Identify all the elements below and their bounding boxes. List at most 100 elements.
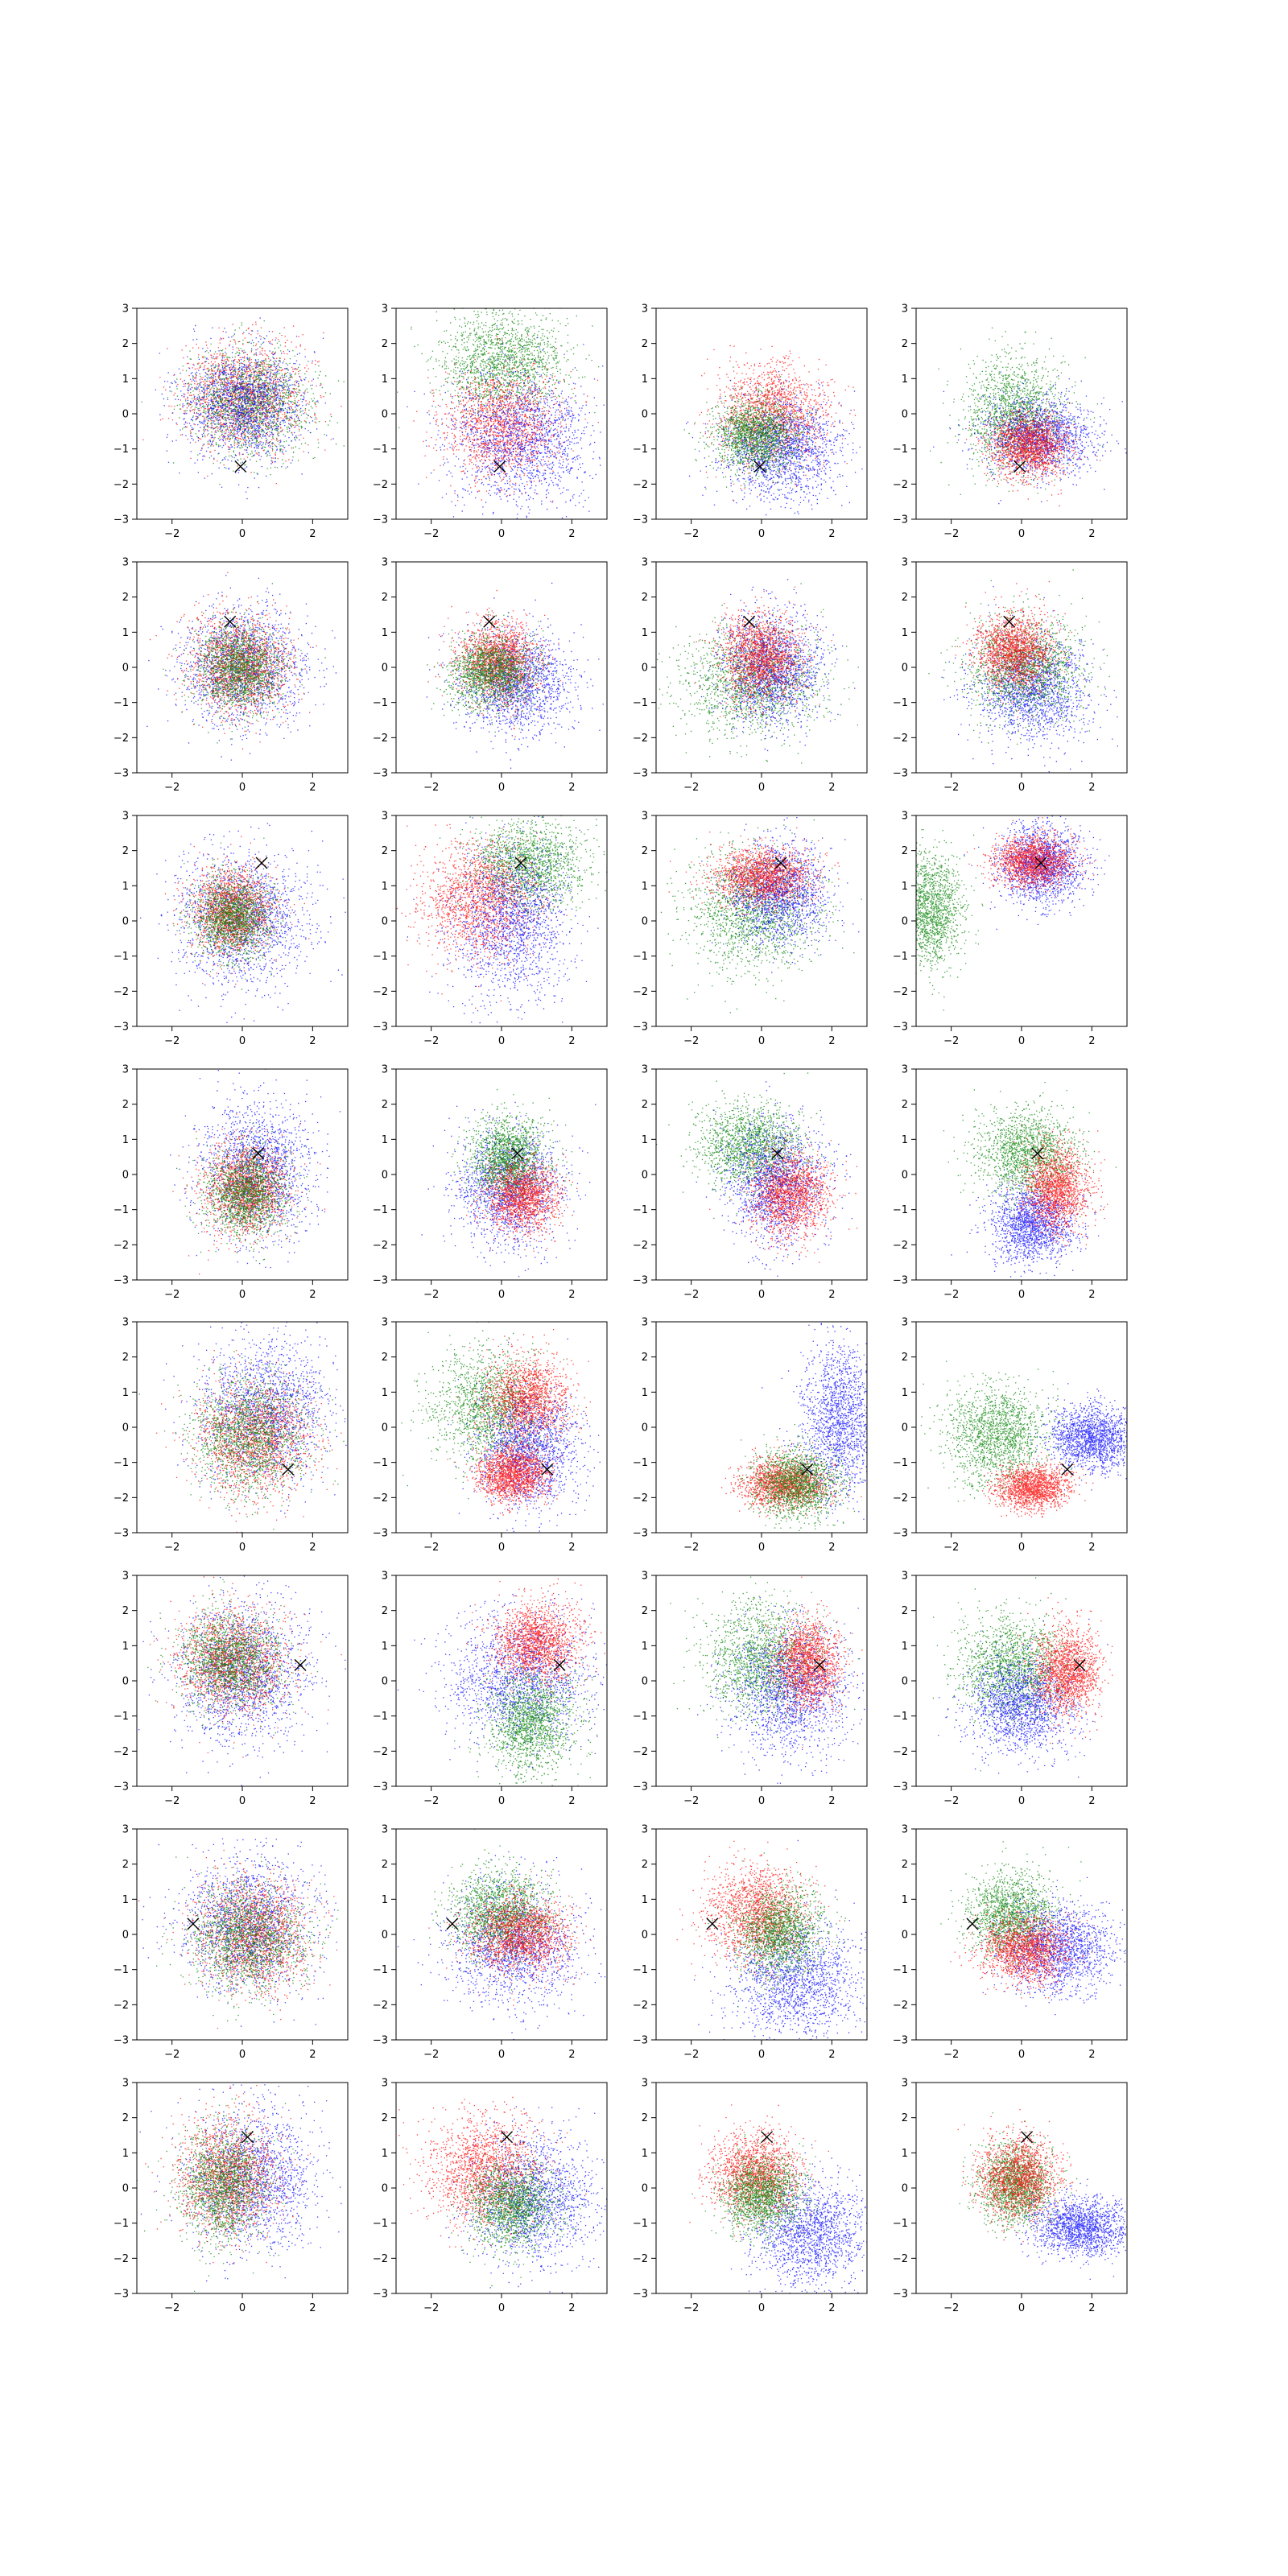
x-tick-label: −2 — [164, 2049, 180, 2061]
y-tick-label: 3 — [902, 1824, 908, 1836]
y-tick-label: 0 — [382, 1422, 388, 1435]
y-tick-label: 3 — [122, 1317, 129, 1329]
y-tick-label: 2 — [382, 1605, 388, 1617]
y-tick-label: 0 — [382, 1170, 388, 1182]
y-tick-label: −3 — [114, 1275, 129, 1287]
y-tick-label: −2 — [893, 1492, 908, 1505]
x-tick-label: 0 — [498, 782, 505, 794]
x-tick-label: 2 — [1088, 1795, 1095, 1807]
y-tick-label: 3 — [382, 1571, 388, 1583]
x-tick-label: −2 — [683, 2049, 699, 2061]
y-tick-label: 3 — [122, 1571, 129, 1583]
y-tick-label: −1 — [373, 697, 388, 709]
x-tick-label: −2 — [423, 1795, 439, 1807]
y-tick-label: 1 — [382, 374, 388, 386]
y-tick-label: −2 — [893, 1240, 908, 1252]
y-tick-label: −3 — [893, 514, 908, 526]
x-tick-label: 0 — [498, 1795, 505, 1807]
y-tick-label: 2 — [642, 592, 648, 604]
y-tick-label: 3 — [382, 1824, 388, 1836]
y-tick-label: −3 — [633, 514, 648, 526]
y-tick-label: 1 — [642, 881, 648, 893]
y-tick-label: −2 — [893, 2000, 908, 2012]
y-tick-label: 1 — [642, 1134, 648, 1146]
y-tick-label: 3 — [902, 1571, 908, 1583]
y-tick-label: −2 — [633, 1240, 648, 1252]
y-tick-label: −2 — [633, 1492, 648, 1505]
x-tick-label: 2 — [828, 2302, 835, 2314]
y-tick-label: 3 — [122, 557, 129, 569]
x-tick-label: 0 — [239, 2049, 246, 2061]
y-tick-label: 1 — [642, 374, 648, 386]
x-tick-label: 2 — [309, 1795, 316, 1807]
y-tick-label: 3 — [902, 557, 908, 569]
x-tick-label: −2 — [423, 528, 439, 540]
x-tick-label: 2 — [1088, 782, 1095, 794]
y-tick-label: 0 — [122, 409, 129, 421]
y-tick-label: 0 — [382, 663, 388, 675]
x-tick-label: 0 — [758, 782, 765, 794]
y-tick-label: 3 — [902, 2078, 908, 2090]
x-tick-label: −2 — [943, 1289, 959, 1301]
y-tick-label: −2 — [633, 479, 648, 491]
y-tick-label: −3 — [114, 2289, 129, 2301]
x-tick-label: −2 — [164, 1035, 180, 1047]
y-tick-label: 0 — [902, 1676, 908, 1688]
y-tick-label: −2 — [633, 986, 648, 998]
y-tick-label: 1 — [642, 1387, 648, 1399]
y-tick-label: −3 — [893, 2035, 908, 2047]
y-tick-label: −1 — [633, 1457, 648, 1469]
y-tick-label: 2 — [122, 1859, 129, 1871]
y-tick-label: 1 — [902, 1894, 908, 1906]
y-tick-label: 1 — [642, 627, 648, 639]
x-tick-label: 0 — [498, 1289, 505, 1301]
x-tick-label: 0 — [1018, 1795, 1025, 1807]
y-tick-label: −2 — [114, 1492, 129, 1505]
y-tick-label: 0 — [902, 916, 908, 928]
x-tick-label: 0 — [239, 1289, 246, 1301]
y-tick-label: 0 — [642, 409, 648, 421]
y-tick-label: 1 — [902, 627, 908, 639]
y-tick-label: −1 — [633, 2218, 648, 2230]
y-tick-label: 3 — [382, 1064, 388, 1076]
y-tick-label: −2 — [114, 1746, 129, 1758]
x-tick-label: 2 — [1088, 2049, 1095, 2061]
y-tick-label: −1 — [114, 697, 129, 709]
y-tick-label: 3 — [902, 811, 908, 823]
y-tick-label: −2 — [114, 1240, 129, 1252]
x-tick-label: 0 — [498, 2302, 505, 2314]
y-tick-label: −1 — [373, 1711, 388, 1723]
y-tick-label: 0 — [642, 1170, 648, 1182]
y-tick-label: −1 — [633, 1711, 648, 1723]
x-tick-label: 0 — [239, 528, 246, 540]
x-tick-label: 2 — [1088, 528, 1095, 540]
y-tick-label: 1 — [382, 1894, 388, 1906]
y-tick-label: 3 — [122, 1824, 129, 1836]
x-tick-label: 0 — [1018, 528, 1025, 540]
x-tick-label: 0 — [758, 1795, 765, 1807]
x-tick-label: 2 — [309, 2049, 316, 2061]
y-tick-label: 1 — [122, 1641, 129, 1653]
y-tick-label: 2 — [122, 1352, 129, 1364]
y-tick-label: −3 — [893, 1275, 908, 1287]
x-tick-label: 0 — [758, 528, 765, 540]
y-tick-label: 3 — [642, 811, 648, 823]
y-tick-label: 1 — [122, 1134, 129, 1146]
y-tick-label: 2 — [382, 338, 388, 350]
x-tick-label: 2 — [828, 1289, 835, 1301]
y-tick-label: 2 — [382, 1352, 388, 1364]
y-tick-label: −2 — [373, 479, 388, 491]
x-tick-label: −2 — [683, 782, 699, 794]
y-tick-label: 2 — [902, 2112, 908, 2124]
y-tick-label: −2 — [114, 986, 129, 998]
y-tick-label: −1 — [893, 1457, 908, 1469]
x-tick-label: 2 — [1088, 2302, 1095, 2314]
y-tick-label: 2 — [902, 1352, 908, 1364]
x-tick-label: −2 — [164, 782, 180, 794]
y-tick-label: −2 — [633, 733, 648, 745]
x-tick-label: 0 — [758, 1035, 765, 1047]
y-tick-label: 0 — [902, 1170, 908, 1182]
y-tick-label: 2 — [642, 1605, 648, 1617]
y-tick-label: −1 — [373, 1457, 388, 1469]
x-tick-label: −2 — [943, 1795, 959, 1807]
